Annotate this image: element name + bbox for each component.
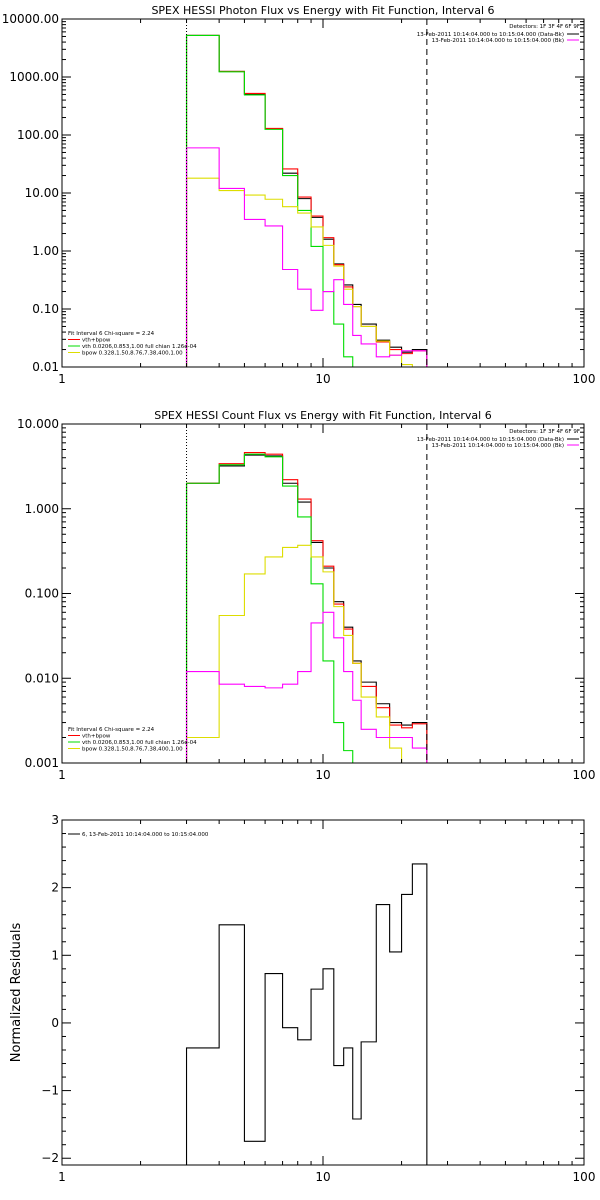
plot-2-xtick-label: 10: [315, 768, 330, 782]
plot-1-ytick-label: 100.00: [17, 128, 59, 142]
plot-1-ytick-label: 0.01: [32, 360, 59, 374]
plot-1-legend-right-text: 13-Feb-2011 10:14:04.000 to 10:15:04.000…: [417, 32, 564, 38]
plot-1-detectors: Detectors: 1F 3F 4F 6F 9F: [509, 24, 580, 30]
plot-1-xtick-label: 100: [573, 372, 596, 386]
plot-1-frame: [61, 18, 585, 368]
plot-1-title: SPEX HESSI Photon Flux vs Energy with Fi…: [151, 4, 494, 17]
plot-2-title: SPEX HESSI Count Flux vs Energy with Fit…: [154, 409, 491, 422]
plot-3-ytick-label: 2: [51, 881, 59, 895]
plot-2-ytick-label: 0.010: [25, 671, 59, 685]
plot-1-series-vth: [185, 34, 428, 367]
plot-3-xtick-label: 1: [58, 1170, 66, 1184]
plot-1-legend-left-text: vth 0.0206,0.853,1.00 full chian 1.26e-0…: [82, 344, 197, 350]
plot-2-ytick-label: 0.001: [25, 756, 59, 770]
plot-2-legend-right-text: 13-Feb-2011 10:14:04.000 to 10:15:04.000…: [417, 437, 564, 443]
plot-2-series-vth-bpow: [185, 452, 428, 763]
plot-2-legend-right-text: 13-Feb-2011 10:14:04.000 to 10:15:04.000…: [432, 443, 564, 449]
plot-1-series-bpow: [185, 177, 428, 367]
plot-1-legend-left-text: bpow 0.328,1.50,8.76,7.38,400,1.00: [82, 351, 183, 357]
plot-2-legend-left-text: vth+bpow: [82, 734, 111, 740]
plot-3-series-residuals: [185, 863, 428, 1165]
plot-1-ytick-label: 10.00: [25, 186, 59, 200]
plot-3-ytick-label: 0: [51, 1016, 59, 1030]
plot-3-ytick-label: −1: [41, 1084, 59, 1098]
plot-2-legend-left-text: vth 0.0206,0.853,1.00 full chian 1.26e-0…: [82, 740, 197, 746]
plot-1-series-vth-bpow: [185, 34, 428, 367]
plot-1-ytick-label: 0.10: [32, 302, 59, 316]
plot-3-frame: [61, 819, 585, 1166]
plot-1-xtick-label: 10: [315, 372, 330, 386]
plot-2-legend-left-text: Fit Interval 6 Chi-square = 2.24: [68, 727, 155, 733]
plot-2-series-bpow: [185, 544, 428, 763]
plot-3-legend-left-text: 6, 13-Feb-2011 10:14:04.000 to 10:15:04.…: [82, 832, 209, 838]
plot-2-ytick-label: 1.000: [25, 502, 59, 516]
plot-2-ytick-label: 10.000: [17, 417, 59, 431]
plot-2-legend-left-text: bpow 0.328,1.50,8.76,7.38,400,1.00: [82, 747, 183, 753]
plot-1-legend-left-text: vth+bpow: [82, 338, 111, 344]
plot-3-ytick-label: −2: [41, 1151, 59, 1165]
plot-3-xtick-label: 100: [573, 1170, 596, 1184]
plot-2-xtick-label: 100: [573, 768, 596, 782]
plot-3-ytick-label: 3: [51, 813, 59, 827]
plot-2-ytick-label: 0.100: [25, 587, 59, 601]
plot-2-series-data-bk: [185, 454, 428, 763]
plot-1-series-bk: [185, 147, 428, 367]
plot-2-series-bk: [185, 611, 428, 763]
plot-1-xtick-label: 1: [58, 372, 66, 386]
plot-3-ytick-label: 1: [51, 948, 59, 962]
plot-3-ylabel: Normalized Residuals: [9, 923, 24, 1063]
plot-2-series-vth: [185, 453, 428, 763]
plot-1-ytick-label: 1000.00: [9, 70, 59, 84]
plot-2-detectors: Detectors: 1F 3F 4F 6F 9F: [509, 429, 580, 435]
plot-1-series-data-bk: [185, 34, 428, 367]
plot-2-xtick-label: 1: [58, 768, 66, 782]
plot-1-ytick-label: 1.00: [32, 244, 59, 258]
plot-1-legend-right-text: 13-Feb-2011 10:14:04.000 to 10:15:04.000…: [432, 38, 564, 44]
plot-1-legend-left-text: Fit Interval 6 Chi-square = 2.24: [68, 331, 155, 337]
plot-1-ytick-label: 10000.00: [2, 12, 59, 26]
plot-3-xtick-label: 10: [315, 1170, 330, 1184]
